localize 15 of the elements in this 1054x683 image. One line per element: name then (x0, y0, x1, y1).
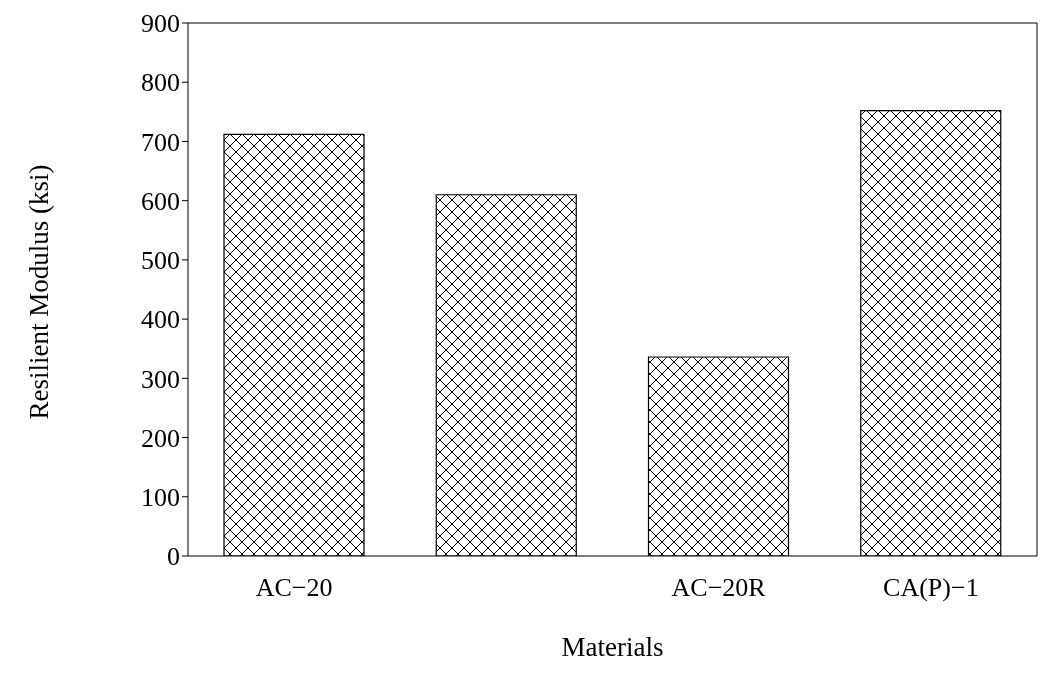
y-tick-label: 300 (141, 364, 180, 394)
x-tick-label: CA(P)−1 (883, 573, 979, 603)
y-tick-label: 800 (141, 68, 180, 98)
y-tick-label: 600 (141, 186, 180, 216)
y-tick-label: 0 (167, 542, 180, 572)
y-tick-label: 400 (141, 305, 180, 335)
x-tick-label: AC−20 (255, 573, 333, 603)
y-tick-label: 700 (141, 127, 180, 157)
x-axis-title: Materials (561, 632, 664, 662)
y-tick-label: 500 (141, 246, 180, 276)
x-tick-label: AC−20R (671, 573, 767, 603)
y-tick-label: 200 (141, 423, 180, 453)
y-tick-label: 100 (141, 483, 180, 513)
y-axis-title: Resilient Modulus (ksi) (23, 164, 54, 420)
y-tick-label: 900 (141, 9, 180, 39)
